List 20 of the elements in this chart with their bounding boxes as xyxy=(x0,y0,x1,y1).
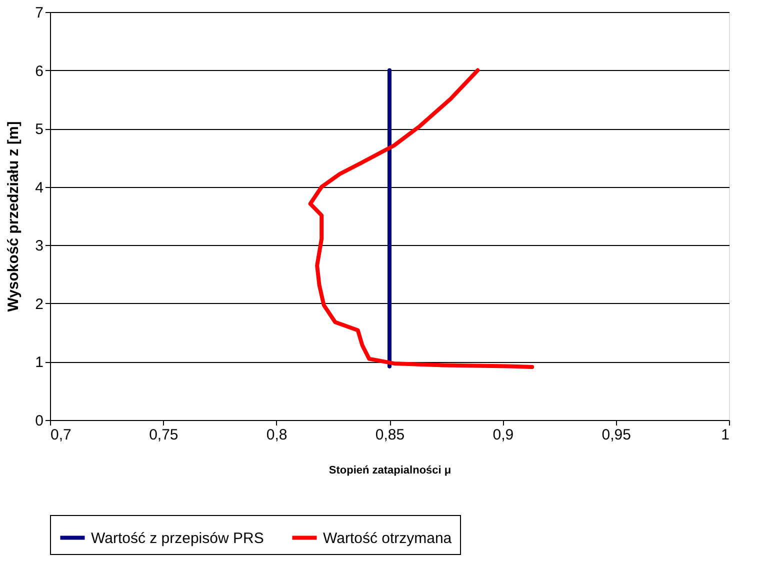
y-tick-label: 5 xyxy=(35,121,44,138)
x-tick-label: 1 xyxy=(721,426,730,444)
y-tick-label: 4 xyxy=(35,179,44,196)
x-tick-label: 0,95 xyxy=(602,426,631,444)
y-tick-label: 0 xyxy=(35,412,44,430)
x-tick-label: 0,8 xyxy=(266,426,288,444)
y-tick-label: 1 xyxy=(35,354,44,372)
legend-label: Wartość otrzymana xyxy=(323,530,452,547)
y-axis-title: Wysokość przedziału z [m] xyxy=(5,121,22,312)
x-tick-label: 0,7 xyxy=(50,426,72,444)
y-tick-label: 6 xyxy=(35,62,44,80)
y-tick-label: 3 xyxy=(35,238,44,255)
x-axis-title: Stopień zatapialności μ xyxy=(328,464,452,476)
legend-label: Wartość z przepisów PRS xyxy=(91,530,264,547)
x-tick-label: 0,9 xyxy=(492,426,514,444)
x-tick-label: 0,75 xyxy=(149,426,178,444)
y-tick-label: 7 xyxy=(35,4,44,22)
y-tick-label: 2 xyxy=(35,296,44,313)
line-series xyxy=(308,68,534,369)
x-tick-label: 0,85 xyxy=(375,426,405,444)
